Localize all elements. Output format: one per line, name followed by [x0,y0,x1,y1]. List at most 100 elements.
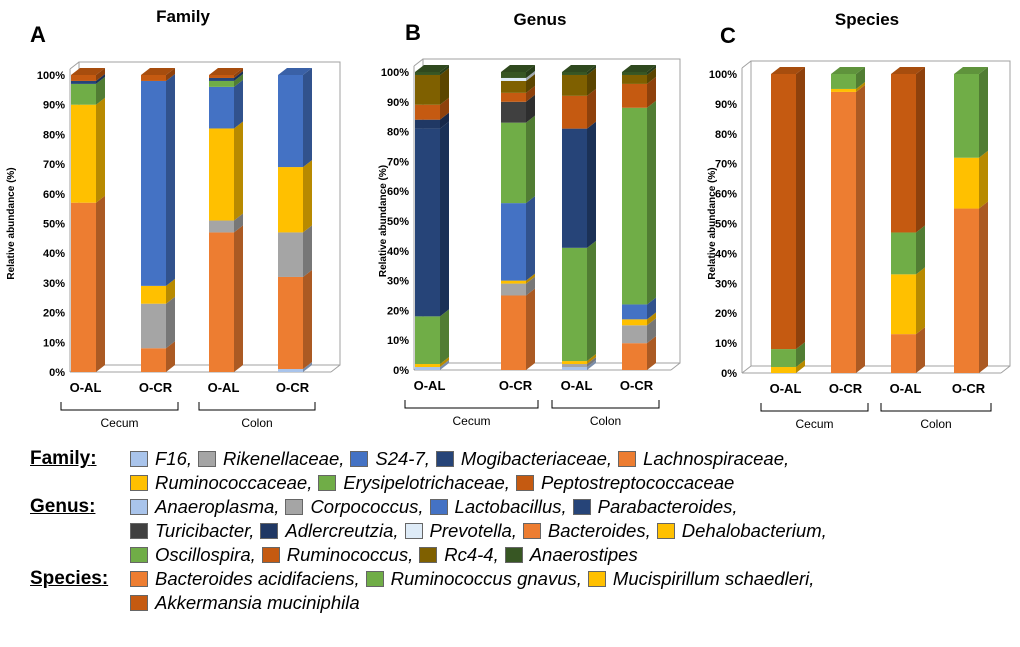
bar-face [562,367,587,370]
group-bracket [404,400,539,409]
bar-face [622,74,647,84]
bar-face [622,325,647,344]
bar-face [209,80,234,87]
bar-side [587,240,596,362]
bar-side [440,357,449,368]
group-bracket [760,403,869,412]
bar-segment [415,121,449,317]
bar-face [209,75,234,78]
bar-face [891,334,916,373]
bar-top [831,67,865,74]
bar-side [526,73,535,93]
bar-side [647,336,656,370]
legend-item: S24-7, [350,448,430,470]
bar-face [141,285,166,304]
legend-label: Rc4-4, [444,544,499,565]
bar-top [622,65,656,72]
bar-side [916,327,925,373]
legend-item: Ruminococcaceae, [130,472,312,494]
bar-side [166,296,175,349]
bar-segment [622,76,656,108]
legend-items: Bacteroides acidifaciens, Ruminococcus gn… [130,568,820,590]
legend-swatch [261,547,280,563]
y-axis-label: Relative abundance (%) [378,165,389,277]
panel-letter: A [30,22,46,47]
y-tick-label: 20% [715,308,737,320]
bar-segment [831,67,865,89]
bar-face [891,232,916,275]
group-label: Cecum [795,417,833,431]
legend-row: Turicibacter, Adlercreutzia, Prevotella, Ba… [30,519,1010,543]
legend-row: Species: Bacteroides acidifaciens, Ruminoc… [30,567,1010,591]
bar-face [415,128,440,317]
bar-side [234,73,243,87]
bar-segment [278,362,312,372]
legend-label: Mucispirillum schaedleri, [612,568,815,589]
bar-top [278,68,312,75]
bar-segment [415,65,449,75]
bar-top [209,68,243,75]
bar-face [831,88,856,92]
bar-top [501,65,535,72]
bar-face [209,220,234,233]
bar-segment [141,278,175,304]
y-tick-label: 20% [387,305,409,317]
bar-segment [71,97,105,203]
bar-top [562,65,596,72]
legend-item: Ruminococcus gnavus, [365,568,582,590]
y-tick-label: 70% [43,159,65,171]
bar-face [622,319,647,326]
bar-face [501,101,526,123]
bar-side [979,150,988,209]
y-tick-label: 30% [387,276,409,288]
legend-item: Oscillospira, [130,544,256,566]
bar-face [831,74,856,89]
legend-item: Erysipelotrichaceae, [318,472,510,494]
bar-side [440,309,449,365]
bar-segment [562,67,596,96]
bar-segment [415,97,449,120]
bar-side [587,67,596,96]
y-tick-label: 0% [721,368,737,380]
bar-segment [622,65,656,75]
legend-item: Mogibacteriaceae, [435,448,612,470]
x-category-label: O-CR [952,381,986,396]
bar-face [501,203,526,281]
y-tick-label: 10% [43,337,65,349]
bar-segment [501,288,535,370]
legend-label: Oscillospira, [155,544,256,565]
legend-swatch [130,595,148,611]
bar-segment [278,160,312,233]
legend-label: Prevotella, [429,520,517,541]
bar-side [440,97,449,120]
bar-side [526,276,535,296]
legend-item: Peptostreptococcaceae [515,472,734,494]
wall-edge [413,58,424,67]
bar-segment [209,213,243,233]
legend-label: Anaerostipes [529,544,638,565]
chart-family: A Family 0% 10% 20% 30% 40% 50% 60% 70% 80% 90% 100%… [6,7,341,430]
bar-segment [141,68,175,81]
y-tick-label: 50% [387,216,409,228]
legend-row: Family: F16, Rikenellaceae, S24-7, Mogibacte… [30,447,1010,471]
bar-segment [209,121,243,221]
wall-edge [69,61,80,70]
bar-segment [71,73,105,84]
bar-side [587,360,596,370]
bar-face [141,80,166,286]
legend-label: Adlercreutzia, [285,520,399,541]
group-bracket [60,402,179,411]
bar-side [234,213,243,233]
y-axis-label: Relative abundance (%) [707,167,718,279]
legend-swatch [435,451,454,467]
bar-face [415,367,440,370]
legend-label: Lachnospiraceae, [643,448,790,469]
bar-face [415,119,440,129]
bar-segment [891,67,925,233]
bar-segment [209,225,243,372]
bar-segment [562,240,596,362]
legend-swatch [130,547,148,563]
bar-face [501,80,526,93]
y-tick-label: 10% [715,338,737,350]
legend-label: Parabacteroides, [597,496,738,517]
